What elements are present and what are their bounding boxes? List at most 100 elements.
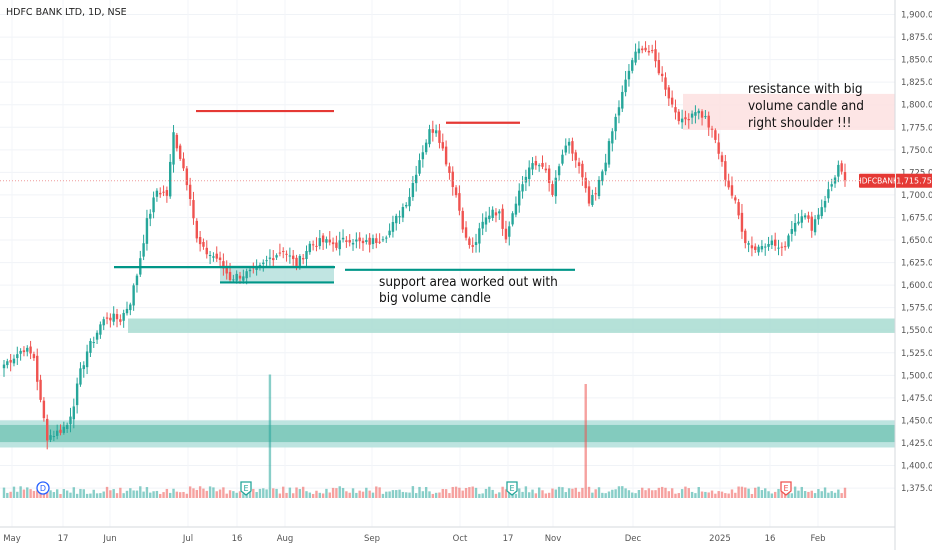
candle-body — [391, 222, 395, 232]
volume-bar — [554, 489, 558, 498]
candle-body — [577, 162, 581, 167]
candle-body — [305, 250, 308, 260]
candle-body — [242, 276, 245, 281]
candle-body — [212, 256, 215, 258]
candle-body — [564, 145, 567, 153]
volume-bar — [827, 492, 830, 498]
volume-bar — [42, 493, 46, 498]
candle-body — [428, 129, 431, 145]
volume-bar — [185, 493, 189, 498]
y-tick-label: 1,525.00 — [901, 349, 932, 359]
candle-body — [641, 48, 644, 51]
volume-bar — [208, 486, 212, 498]
last-price-label: 1,715.75 — [896, 177, 932, 186]
candle-body — [32, 354, 36, 359]
candle-body — [461, 210, 464, 230]
candle-body — [202, 241, 205, 247]
candle-body — [321, 235, 325, 243]
y-tick-label: 1,475.00 — [901, 394, 932, 404]
candle-body — [584, 177, 587, 189]
annotation-resistance-line: right shoulder !!! — [748, 115, 852, 131]
volume-bar — [518, 488, 521, 498]
candle-body — [75, 383, 79, 406]
volume-bar — [458, 487, 461, 498]
volume-bar — [125, 490, 129, 498]
volume-bar — [757, 486, 760, 498]
candle-body — [2, 364, 6, 369]
candle-body — [165, 190, 169, 196]
annotation-resistance-line: volume candle and — [748, 98, 864, 114]
volume-bar — [79, 488, 82, 498]
volume-bar — [298, 489, 302, 498]
volume-bar — [547, 492, 551, 498]
event-marker-label: E — [243, 484, 248, 493]
volume-bar — [129, 488, 132, 498]
candle-body — [368, 237, 371, 245]
volume-bar — [92, 489, 95, 498]
candle-body — [55, 430, 59, 436]
x-tick-label: Jul — [182, 534, 193, 544]
candle-body — [29, 346, 32, 354]
volume-bar — [365, 487, 368, 498]
candle-body — [378, 241, 381, 243]
candle-body — [537, 165, 541, 167]
candle-body — [601, 171, 604, 182]
volume-bar — [85, 493, 89, 498]
volume-bar — [178, 492, 182, 498]
y-tick-label: 1,875.00 — [901, 33, 932, 43]
candle-body — [680, 118, 684, 123]
candle-body — [152, 197, 155, 213]
volume-bar — [434, 492, 438, 498]
candle-body — [414, 174, 418, 184]
volume-bar — [484, 488, 488, 498]
candle-body — [750, 245, 754, 249]
candle-body — [574, 152, 577, 161]
candle-body — [637, 48, 641, 54]
candle-body — [238, 275, 242, 279]
candle-body — [112, 313, 115, 322]
candle-body — [451, 171, 454, 188]
volume-bar — [9, 491, 12, 498]
volume-bar — [381, 493, 385, 498]
y-tick-label: 1,900.00 — [901, 11, 932, 21]
candle-body — [594, 193, 597, 195]
volume-bar — [311, 493, 315, 498]
volume-bar — [617, 486, 621, 498]
candle-body — [604, 162, 607, 172]
candle-body — [308, 243, 312, 253]
volume-bar — [272, 488, 275, 498]
volume-bar — [348, 492, 351, 498]
grid — [0, 0, 895, 527]
volume-bar — [408, 492, 411, 498]
volume-bar — [468, 487, 471, 498]
volume-bar — [361, 491, 365, 498]
candle-body — [182, 158, 185, 169]
volume-bar — [89, 493, 92, 498]
candle-body — [135, 275, 139, 286]
y-tick-label: 1,500.00 — [901, 371, 932, 381]
volume-bar — [551, 488, 554, 498]
candle-body — [744, 230, 747, 244]
candle-body — [255, 267, 258, 270]
candle-body — [129, 304, 132, 311]
volume-bar — [461, 490, 464, 498]
volume-bar — [488, 486, 491, 498]
candle-body — [651, 50, 654, 52]
candle-body — [105, 317, 109, 319]
candle-body — [760, 246, 764, 250]
candle-body — [245, 271, 248, 279]
candle-body — [654, 49, 657, 62]
volume-bar — [514, 493, 518, 498]
volume-bar — [388, 491, 391, 498]
volume-bar — [800, 486, 803, 498]
volume-bar — [202, 488, 205, 498]
candle-body — [581, 163, 584, 178]
candle-body — [647, 50, 651, 53]
x-tick-label: May — [3, 534, 21, 544]
volume-bar — [175, 491, 179, 498]
volume-bar — [471, 486, 474, 498]
volume-bar — [169, 492, 172, 498]
volume-bar — [215, 491, 218, 498]
candle-body — [557, 166, 561, 176]
